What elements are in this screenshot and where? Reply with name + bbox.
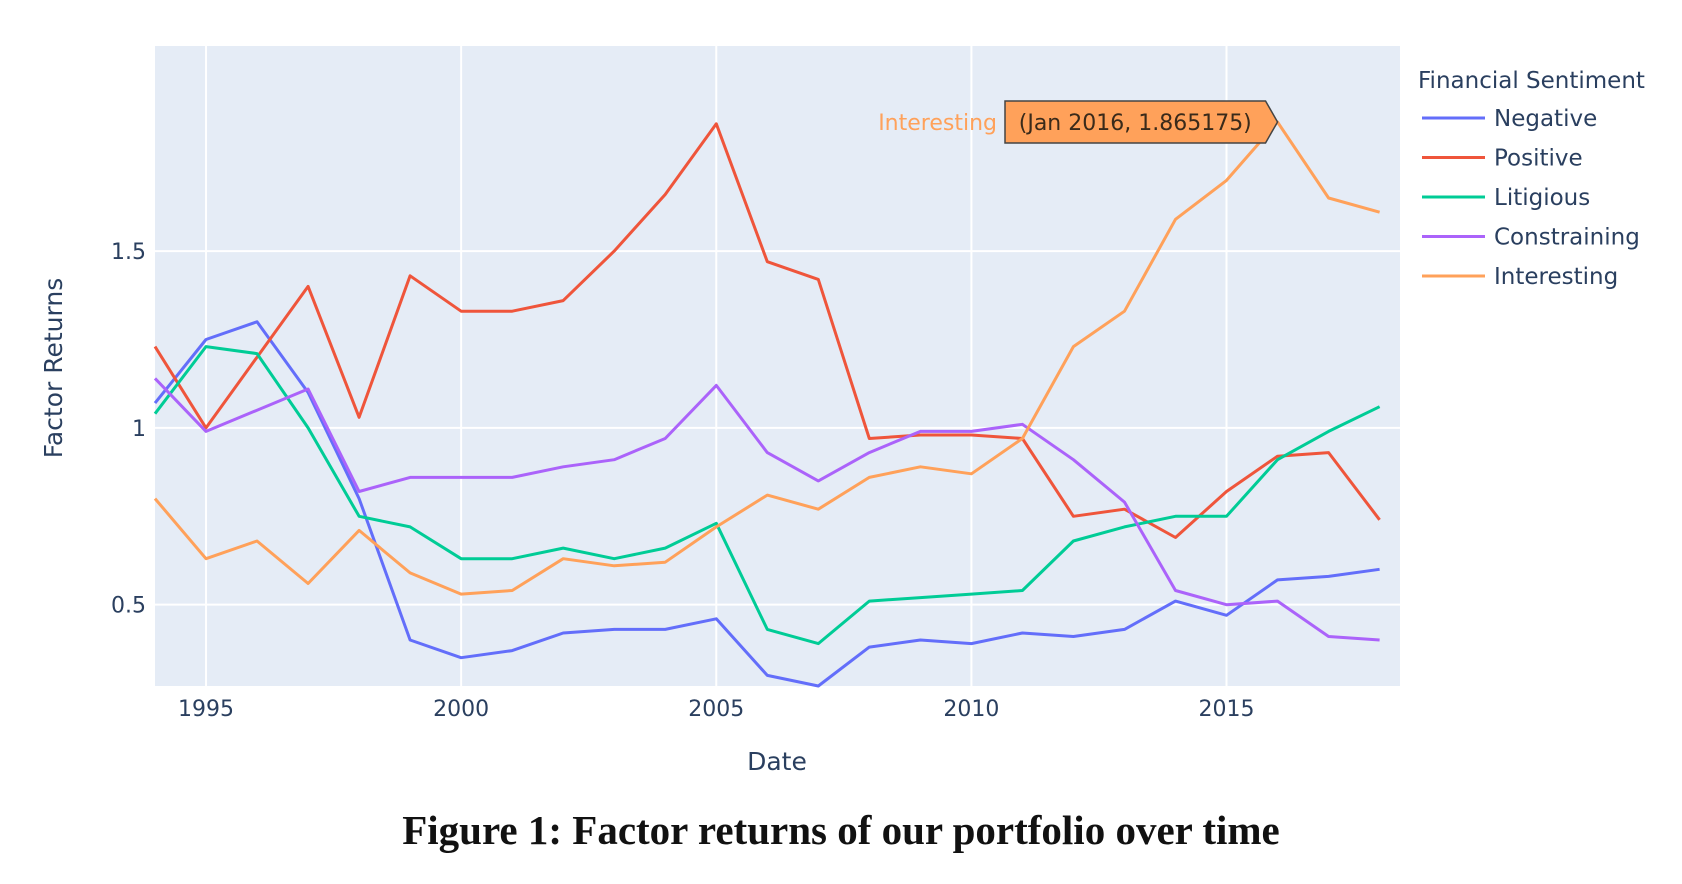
legend[interactable]: Financial Sentiment Negative Positive Liti… (1418, 68, 1645, 290)
y-axis-title: Factor Returns (39, 278, 68, 458)
y-axis-ticks: 0.5 1 1.5 (111, 240, 146, 619)
y-tick-label: 1 (132, 417, 146, 442)
x-tick-label: 1995 (178, 697, 234, 722)
hover-label: (Jan 2016, 1.865175) Interesting (878, 100, 1279, 144)
legend-item-positive[interactable]: Positive (1422, 146, 1583, 172)
legend-label: Litigious (1494, 185, 1590, 211)
x-axis-title: Date (747, 747, 807, 776)
figure-caption: Figure 1: Factor returns of our portfoli… (402, 807, 1280, 853)
legend-item-negative[interactable]: Negative (1422, 106, 1597, 132)
series-line-litigious[interactable] (153, 345, 1381, 646)
legend-item-constraining[interactable]: Constraining (1422, 225, 1640, 251)
legend-item-interesting[interactable]: Interesting (1422, 264, 1618, 290)
series-line-positive[interactable] (153, 122, 1381, 539)
legend-label: Constraining (1494, 225, 1640, 251)
y-tick-label: 0.5 (111, 594, 146, 619)
y-tick-label: 1.5 (111, 240, 146, 265)
plot-background (155, 46, 1400, 686)
legend-title: Financial Sentiment (1418, 68, 1645, 94)
legend-item-litigious[interactable]: Litigious (1422, 185, 1590, 211)
x-tick-label: 2015 (1199, 697, 1255, 722)
series-line-constraining[interactable] (153, 377, 1380, 642)
hover-series-name: Interesting (878, 111, 997, 136)
legend-label: Negative (1494, 106, 1597, 132)
legend-label: Positive (1494, 146, 1583, 172)
x-tick-label: 2005 (688, 697, 744, 722)
hover-value: (Jan 2016, 1.865175) (1019, 111, 1252, 136)
legend-label: Interesting (1494, 264, 1618, 290)
x-tick-label: 2000 (433, 697, 489, 722)
x-axis-ticks: 1995 2000 2005 2010 2015 (178, 697, 1254, 722)
series-line-negative[interactable] (153, 320, 1380, 688)
x-tick-label: 2010 (943, 697, 999, 722)
hover-box (1004, 100, 1279, 144)
series-line-interesting[interactable] (153, 120, 1381, 596)
series-lines (153, 120, 1381, 688)
